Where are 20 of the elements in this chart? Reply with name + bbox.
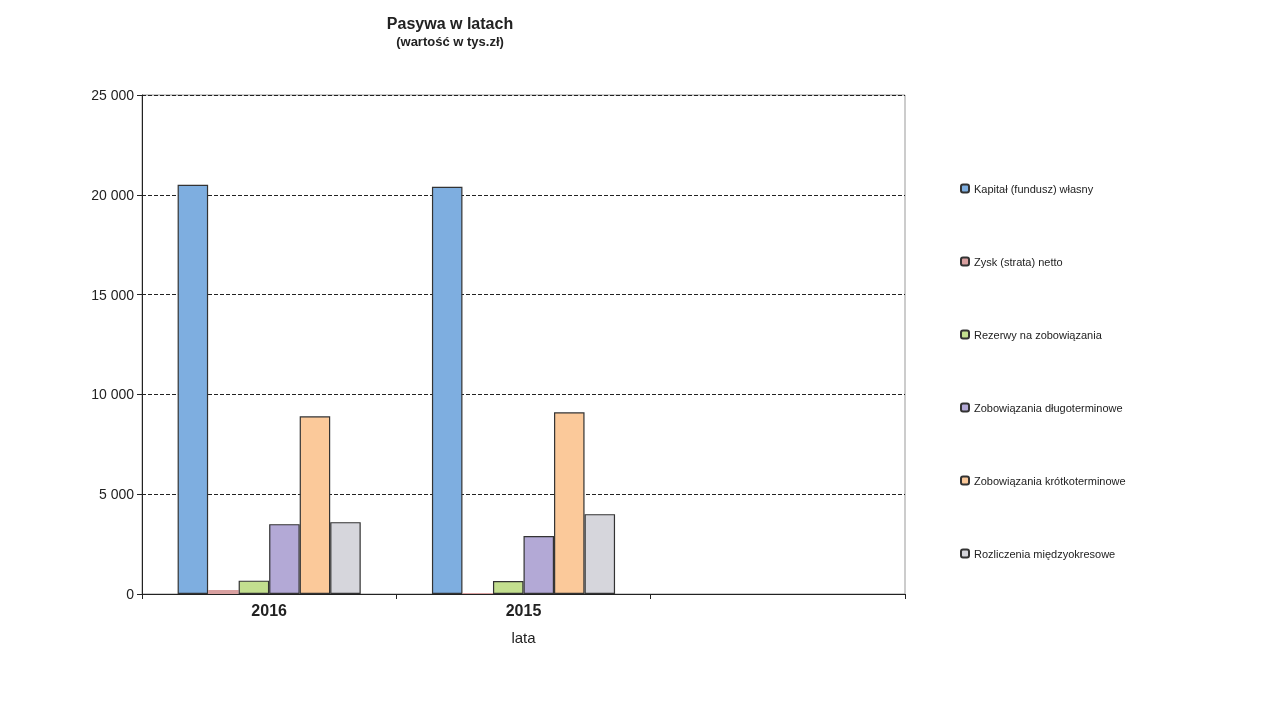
legend-label: Zobowiązania krótkoterminowe xyxy=(974,474,1126,487)
y-tick-label: 25 000 xyxy=(91,87,135,103)
y-tick-label: 5 000 xyxy=(98,486,135,503)
legend-label: Zysk (strata) netto xyxy=(974,255,1063,268)
bar xyxy=(431,186,463,594)
chart-subtitle: (wartość w tys.zł) xyxy=(396,34,504,49)
y-tick-label: 20 000 xyxy=(91,186,135,203)
legend-label: Rezerwy na zobowiązania xyxy=(974,328,1103,341)
y-tick-label: 10 000 xyxy=(91,386,135,403)
x-axis-title: lata xyxy=(511,629,537,646)
bar xyxy=(208,590,239,594)
legend-label: Rozliczenia międzyokresowe xyxy=(974,547,1116,560)
legend-label: Zobowiązania długoterminowe xyxy=(974,401,1123,414)
y-tick-label: 15 000 xyxy=(91,286,135,303)
y-tick-label: 0 xyxy=(126,586,135,602)
x-tick-label: 2015 xyxy=(505,601,542,619)
chart-title: Pasywa w latach xyxy=(386,14,514,32)
legend-label: Kapitał (fundusz) własny xyxy=(974,182,1094,195)
bar xyxy=(177,184,209,594)
x-tick-label: 2016 xyxy=(251,601,288,619)
